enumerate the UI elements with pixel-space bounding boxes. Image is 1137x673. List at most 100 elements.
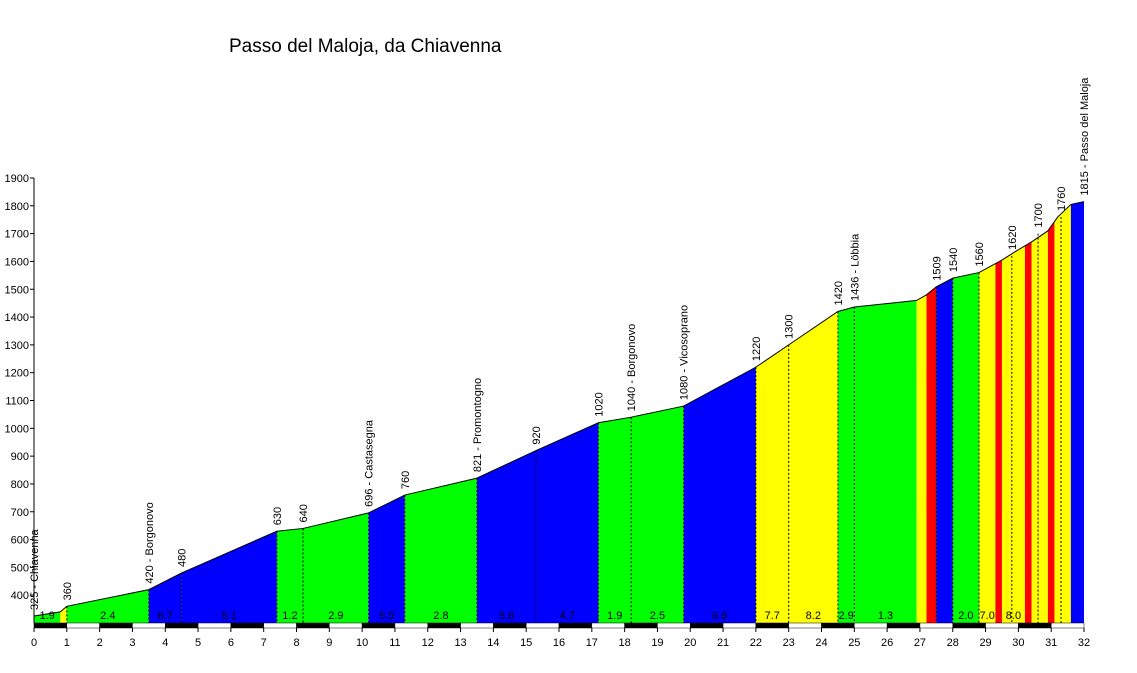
- grade-label-5: 5.1: [222, 610, 237, 622]
- x-tick-label-23: 23: [783, 637, 795, 649]
- grade-label-25: 8.0: [1006, 610, 1021, 622]
- x-tick-label-31: 31: [1045, 637, 1057, 649]
- grade-label-18: 1.3: [878, 610, 893, 622]
- gradient-segment-26: [1024, 241, 1032, 623]
- x-tick-label-0: 0: [31, 637, 37, 649]
- gradient-segment-11: [536, 422, 599, 623]
- point-label-9: 821 - Promontogno: [472, 378, 484, 472]
- point-label-2: 360: [62, 582, 74, 600]
- y-tick-label-1200: 1200: [5, 368, 29, 380]
- gradient-segment-28: [1047, 221, 1055, 623]
- ruler-block-10: [361, 622, 396, 629]
- ruler-block-11: [394, 622, 428, 629]
- chart-title: Passo del Maloja, da Chiavenna: [229, 36, 502, 57]
- ruler-block-12: [427, 622, 461, 629]
- grade-label-22: 2.0: [958, 610, 973, 622]
- ruler-block-2: [99, 622, 133, 629]
- x-tick-label-3: 3: [129, 637, 135, 649]
- x-tick-label-25: 25: [848, 637, 860, 649]
- point-label-6: 640: [298, 504, 310, 522]
- x-tick-label-21: 21: [717, 637, 729, 649]
- y-tick-label-700: 700: [11, 507, 29, 519]
- ruler-block-31: [1050, 622, 1085, 629]
- ruler-block-9: [329, 622, 363, 629]
- x-tick-label-20: 20: [684, 637, 696, 649]
- grade-label-14: 6.6: [712, 610, 727, 622]
- gradient-segment-22: [952, 272, 979, 623]
- gradient-segment-17: [837, 307, 855, 623]
- gradient-segment-21: [936, 278, 953, 623]
- grade-label-16: 8.2: [806, 610, 821, 622]
- x-tick-label-28: 28: [947, 637, 959, 649]
- y-tick-label-1300: 1300: [5, 340, 29, 352]
- ruler-block-29: [985, 622, 1019, 629]
- gradient-segment-30: [1070, 201, 1084, 623]
- gradient-segment-6: [276, 528, 304, 623]
- grade-label-23: 7.0: [980, 610, 995, 622]
- ruler-block-1: [66, 622, 100, 629]
- point-label-1: 325 - Chiavenna: [29, 528, 41, 610]
- ruler-block-16: [558, 622, 593, 629]
- x-tick-label-10: 10: [356, 637, 368, 649]
- gradient-segment-20: [926, 286, 937, 623]
- point-label-21: 1620: [1007, 225, 1019, 249]
- grade-label-4: 6.7: [158, 610, 173, 622]
- y-tick-label-1600: 1600: [5, 256, 29, 268]
- grade-label-15: 7.7: [765, 610, 780, 622]
- x-tick-label-12: 12: [422, 637, 434, 649]
- x-tick-label-30: 30: [1012, 637, 1024, 649]
- point-label-13: 1080 - Vicosoprano: [679, 305, 691, 400]
- grade-label-13: 2.5: [650, 610, 665, 622]
- point-label-22: 1700: [1033, 203, 1045, 227]
- gradient-segment-5: [181, 531, 277, 623]
- y-tick-label-500: 500: [11, 562, 29, 574]
- point-label-24: 1815 - Passo del Maloja: [1079, 77, 1091, 196]
- y-tick-label-1100: 1100: [5, 396, 29, 408]
- ruler-block-18: [624, 622, 658, 629]
- grade-labels: 1.9 2.4 6.7 5.1 1.2 2.9 5.5 2.8 5.6 4.7 1.9 2.5 6.6 7…: [39, 610, 1021, 622]
- grade-label-9: 2.8: [433, 610, 448, 622]
- ruler-block-6: [230, 622, 264, 629]
- ruler-block-20: [690, 622, 724, 629]
- ruler-block-22: [755, 622, 789, 629]
- x-tick-label-1: 1: [64, 637, 70, 649]
- point-label-14: 1220: [751, 337, 763, 361]
- ruler-block-15: [525, 622, 560, 629]
- profile-line: [33, 201, 1085, 617]
- point-markers: [66, 216, 1062, 623]
- x-tick-label-29: 29: [979, 637, 991, 649]
- x-axis: 0 1 2 3 4 5 6 7 8 9 10 11 12 13 14 15 16 17 18 19 20 21 22 23 24…: [31, 628, 1090, 649]
- point-labels: 325 - Chiavenna 360 420 - Borgonovo 480 630 6…: [29, 77, 1091, 610]
- x-tick-label-6: 6: [228, 637, 234, 649]
- point-label-23: 1760: [1056, 186, 1068, 210]
- gradient-segment-18: [854, 300, 917, 623]
- ruler-block-28: [952, 622, 986, 629]
- gradient-segments: [34, 201, 1084, 624]
- grade-label-11: 4.7: [560, 610, 575, 622]
- y-tick-label-400: 400: [11, 590, 29, 602]
- gradient-segment-10: [476, 450, 537, 623]
- x-tick-label-5: 5: [195, 637, 201, 649]
- x-tick-label-14: 14: [487, 637, 499, 649]
- ruler-block-8: [296, 622, 330, 629]
- point-label-4: 480: [177, 549, 189, 567]
- y-axis: 400 500 600 700 800 900 1000 1100 1200 1300 1400 15…: [5, 173, 35, 623]
- grade-label-17: 2.9: [838, 610, 853, 622]
- ruler-block-3: [132, 622, 166, 629]
- ruler-block-25: [854, 622, 888, 629]
- x-tick-label-24: 24: [815, 637, 827, 649]
- gradient-segment-14: [683, 367, 756, 623]
- ruler-block-7: [263, 622, 297, 629]
- x-tick-label-13: 13: [454, 637, 466, 649]
- ruler-block-17: [591, 622, 625, 629]
- ruler-block-19: [657, 622, 691, 629]
- gradient-segment-23: [979, 263, 996, 623]
- x-tick-label-16: 16: [553, 637, 565, 649]
- grade-label-8: 5.5: [379, 610, 394, 622]
- ruler-block-27: [919, 622, 953, 629]
- point-label-15: 1300: [784, 314, 796, 338]
- x-tick-label-17: 17: [586, 637, 598, 649]
- grade-label-12: 1.9: [607, 610, 622, 622]
- gradient-segment-27: [1031, 230, 1048, 623]
